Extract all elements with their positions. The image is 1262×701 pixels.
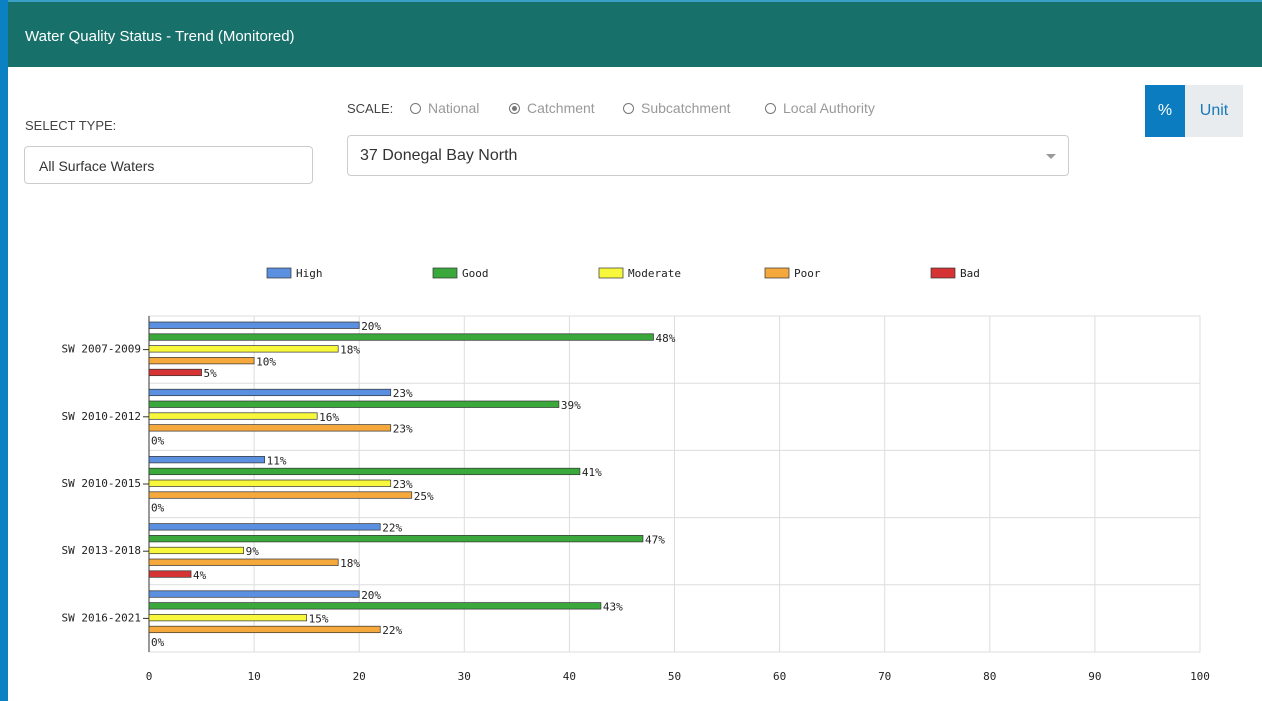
- y-tick-label: SW 2013-2018: [62, 544, 141, 557]
- data-label: 4%: [193, 569, 207, 582]
- x-tick-label: 0: [146, 670, 153, 683]
- data-label: 20%: [361, 589, 381, 602]
- data-label: 23%: [393, 387, 413, 400]
- scale-option[interactable]: Catchment: [509, 100, 595, 116]
- bar: [148, 400, 560, 408]
- bar: [148, 467, 581, 476]
- bar: [148, 602, 602, 610]
- bar: [148, 412, 318, 420]
- legend-label: Poor: [794, 267, 821, 280]
- chart: 0 10 20 30 40 50 60 70 80 90 100 High Good Moderate Po…: [62, 267, 1210, 683]
- data-label: 11%: [267, 454, 287, 467]
- bar: [148, 523, 381, 531]
- legend-label: Good: [462, 267, 489, 280]
- x-tick-label: 90: [1088, 670, 1101, 683]
- bar: [148, 321, 360, 329]
- header: Water Quality Status - Trend (Monitored): [8, 0, 1262, 67]
- bar: [148, 368, 202, 377]
- legend-swatch: [764, 267, 790, 279]
- select-type-value: All Surface Waters: [39, 158, 155, 174]
- select-type-label: SELECT TYPE:: [25, 118, 117, 133]
- bar: [148, 345, 339, 353]
- scale-option[interactable]: National: [410, 100, 479, 116]
- catchment-dropdown[interactable]: 37 Donegal Bay North: [347, 135, 1069, 176]
- bar: [148, 456, 265, 464]
- data-label: 23%: [393, 423, 413, 436]
- data-label: 23%: [393, 478, 413, 491]
- x-tick-label: 10: [247, 670, 260, 683]
- legend-swatch: [930, 267, 956, 279]
- y-tick-label: SW 2010-2015: [62, 477, 141, 490]
- x-tick-label: 70: [878, 670, 891, 683]
- data-label: 18%: [340, 557, 360, 570]
- bar: [148, 558, 339, 566]
- legend-swatch: [432, 267, 458, 279]
- toggle-button[interactable]: Unit: [1185, 85, 1243, 137]
- data-label: 9%: [246, 545, 260, 558]
- scale-option[interactable]: Subcatchment: [623, 100, 731, 116]
- scale-option-label: Subcatchment: [641, 100, 731, 116]
- data-label: 10%: [256, 355, 276, 368]
- y-tick-label: SW 2007-2009: [62, 343, 141, 356]
- data-label: 48%: [655, 332, 675, 345]
- x-tick-label: 100: [1190, 670, 1210, 683]
- data-label: 25%: [414, 490, 434, 503]
- catchment-value: 37 Donegal Bay North: [360, 147, 518, 164]
- legend-swatch: [598, 267, 624, 279]
- bar: [148, 546, 244, 555]
- data-label: 47%: [645, 533, 665, 546]
- bar: [148, 479, 392, 487]
- data-label: 43%: [603, 601, 623, 614]
- bar: [148, 333, 654, 341]
- bar: [148, 614, 307, 622]
- legend-label: Moderate: [628, 267, 681, 280]
- select-type-input[interactable]: All Surface Waters: [24, 146, 313, 184]
- bar: [148, 491, 413, 499]
- data-label: 15%: [309, 612, 329, 625]
- legend-label: High: [296, 267, 323, 280]
- data-label: 0%: [151, 636, 165, 649]
- x-tick-label: 80: [983, 670, 996, 683]
- bar: [148, 625, 381, 634]
- bar: [148, 570, 192, 578]
- scale-option[interactable]: Local Authority: [765, 100, 875, 116]
- legend-label: Bad: [960, 267, 980, 280]
- bar: [148, 590, 360, 598]
- data-label: 0%: [151, 434, 165, 447]
- x-tick-label: 50: [668, 670, 681, 683]
- header-title: Water Quality Status - Trend (Monitored): [25, 28, 295, 45]
- side-strip: [0, 0, 8, 701]
- dropdown-caret: [1046, 154, 1056, 159]
- y-tick-label: SW 2010-2012: [62, 410, 141, 423]
- data-label: 22%: [382, 624, 402, 637]
- bar: [148, 357, 255, 365]
- data-label: 20%: [361, 320, 381, 333]
- radio-circle: [509, 102, 520, 114]
- bar: [148, 424, 392, 432]
- legend-swatch: [266, 267, 292, 279]
- radio-circle: [765, 102, 776, 114]
- radio-circle: [410, 102, 421, 114]
- bar: [148, 535, 644, 543]
- data-label: 39%: [561, 399, 581, 412]
- data-label: 5%: [204, 367, 218, 380]
- scale-label: SCALE:: [347, 101, 394, 116]
- x-tick-label: 30: [458, 670, 471, 683]
- data-label: 18%: [340, 344, 360, 357]
- scale-option-label: Local Authority: [783, 100, 875, 116]
- scale-option-label: National: [428, 100, 480, 116]
- x-tick-label: 40: [563, 670, 576, 683]
- scale-option-label: Catchment: [527, 100, 595, 116]
- toggle-button[interactable]: %: [1145, 85, 1185, 137]
- data-label: 0%: [151, 502, 165, 515]
- x-tick-label: 20: [353, 670, 366, 683]
- data-label: 22%: [382, 522, 402, 535]
- x-tick-label: 60: [773, 670, 786, 683]
- y-tick-label: SW 2016-2021: [62, 611, 141, 624]
- data-label: 41%: [582, 466, 602, 479]
- data-label: 16%: [319, 411, 339, 424]
- bar: [148, 388, 392, 397]
- radio-circle: [623, 102, 634, 114]
